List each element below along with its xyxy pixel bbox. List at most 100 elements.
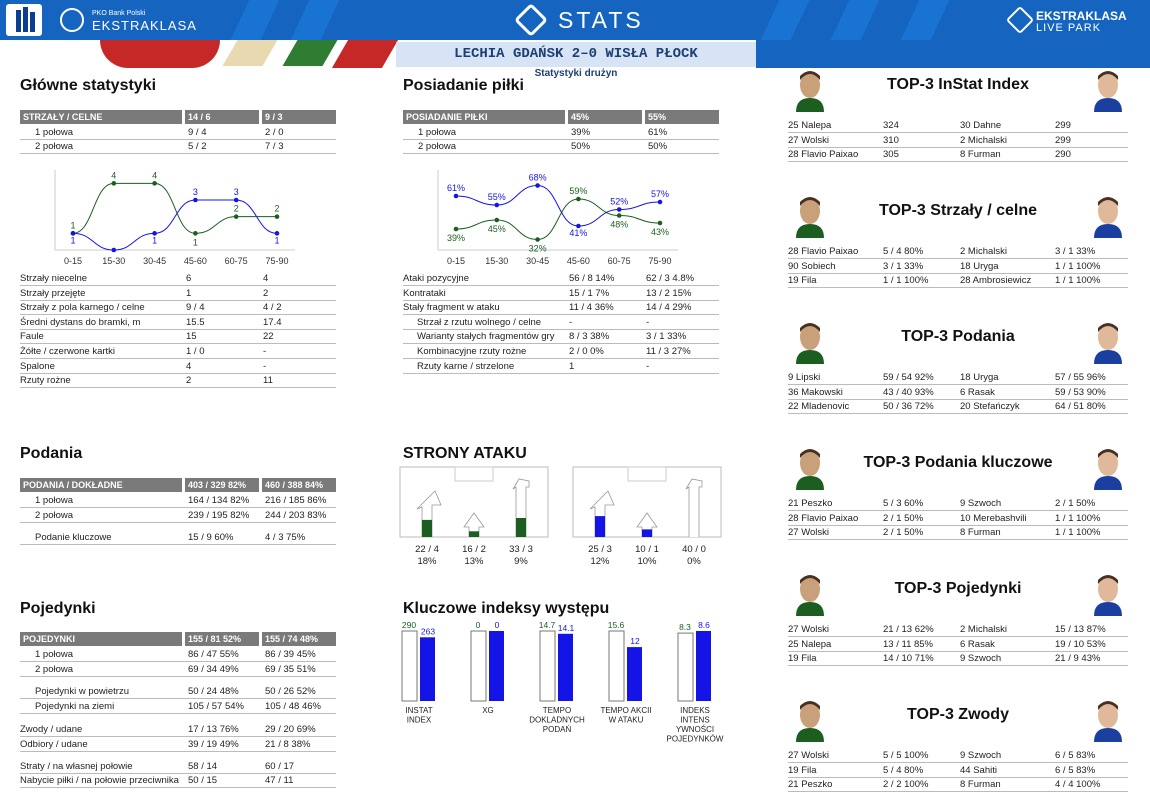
x-tick-label: 75-90 bbox=[648, 256, 671, 266]
home-player-name: 19 Fila bbox=[788, 764, 817, 776]
data-point bbox=[535, 237, 540, 242]
home-player-name: 27 Wolski bbox=[788, 134, 830, 146]
row-divider bbox=[20, 676, 336, 677]
index-label: XG bbox=[482, 706, 494, 715]
row-divider bbox=[403, 372, 719, 374]
home-index-value: 290 bbox=[402, 620, 416, 630]
home-value: 9 / 4 bbox=[186, 302, 205, 314]
data-label: 52% bbox=[610, 197, 628, 207]
data-label: 4 bbox=[111, 170, 116, 180]
home-player-name: 28 Flavio Paixao bbox=[788, 149, 859, 160]
shots-line-chart: 0-15 15-30 30-45 45-60 60-75 75-90 1 4 4 1 2 2 1 1 3 3 1 bbox=[54, 170, 295, 266]
home-value: 39% bbox=[571, 127, 591, 138]
index-label: W ATAKU bbox=[609, 716, 644, 725]
home-player-name: 27 Wolski bbox=[788, 527, 830, 538]
home-value: 6 bbox=[186, 273, 192, 284]
x-tick-label: 75-90 bbox=[265, 256, 288, 266]
away-player-value: 19 / 10 53% bbox=[1055, 638, 1106, 650]
away-value: 244 / 203 83% bbox=[265, 510, 327, 521]
index-label: INDEKS bbox=[680, 706, 710, 715]
home-player-value: 1 / 1 100% bbox=[883, 275, 929, 286]
index-label: POJEDYNKÓW bbox=[667, 735, 724, 744]
home-player-value: 59 / 54 92% bbox=[883, 372, 934, 383]
pko-logo-icon bbox=[6, 4, 42, 36]
data-point bbox=[193, 231, 198, 236]
stat-label: Stały fragment w ataku bbox=[403, 302, 500, 314]
away-player-value: 15 / 13 87% bbox=[1055, 624, 1106, 635]
home-player-value: 5 / 5 100% bbox=[883, 750, 929, 761]
index-label: DOKLADNYCH bbox=[529, 716, 585, 725]
attack-pct: 13% bbox=[464, 556, 484, 567]
away-value: 69 / 35 51% bbox=[265, 664, 316, 675]
attack-bar bbox=[422, 519, 432, 537]
row-divider bbox=[20, 751, 336, 752]
away-value: 13 / 2 15% bbox=[646, 287, 692, 299]
row-divider bbox=[20, 328, 336, 330]
x-tick-label: 60-75 bbox=[225, 256, 248, 266]
attack-value: 33 / 3 bbox=[509, 544, 533, 555]
attack-sides-diagram: 22 / 418% 16 / 213% 33 / 39% 25 / 312% 10 / … bbox=[399, 466, 722, 567]
table-header: PODANIA / DOKŁADNE bbox=[20, 478, 182, 492]
attack-pct: 9% bbox=[514, 556, 528, 567]
stat-label: Strzały przejęte bbox=[20, 287, 86, 299]
away-value: 61% bbox=[648, 127, 668, 138]
away-value: 3 / 1 33% bbox=[646, 331, 687, 343]
row-divider bbox=[403, 328, 719, 330]
away-player-name: 2 Michalski bbox=[960, 246, 1007, 257]
attack-value: 16 / 2 bbox=[462, 544, 486, 555]
home-value: 239 / 195 82% bbox=[188, 510, 250, 521]
attack-value: 22 / 4 bbox=[415, 544, 439, 555]
row-divider bbox=[20, 698, 336, 699]
stat-label: Żółte / czerwone kartki bbox=[20, 346, 116, 357]
away-player-value: 59 / 53 90% bbox=[1055, 386, 1106, 398]
table-header: POJEDYNKI bbox=[20, 632, 182, 646]
away-player-name: 20 Stefańczyk bbox=[960, 401, 1020, 412]
data-point bbox=[70, 231, 76, 236]
home-player-value: 13 / 11 85% bbox=[883, 638, 934, 650]
live-park-logo-icon bbox=[1005, 5, 1035, 35]
data-label: 57% bbox=[651, 189, 669, 199]
away-index-value: 14.1 bbox=[558, 623, 575, 633]
home-player-value: 21 / 13 62% bbox=[883, 624, 934, 635]
home-player-photo bbox=[792, 698, 828, 742]
league-name: EKSTRAKLASA bbox=[92, 18, 197, 33]
away-value: 216 / 185 86% bbox=[265, 495, 327, 506]
data-label: 1 bbox=[274, 235, 279, 245]
home-value: 2 bbox=[186, 375, 192, 387]
home-value: 1 / 0 bbox=[186, 346, 205, 357]
away-player-value: 21 / 9 43% bbox=[1055, 653, 1101, 664]
away-index-value: 12 bbox=[630, 636, 640, 646]
data-label: 68% bbox=[529, 173, 547, 183]
stat-label: Kontrataki bbox=[403, 287, 446, 299]
index-label: PODAŃ bbox=[543, 725, 572, 734]
away-index-bar bbox=[558, 633, 573, 701]
away-player-name: 9 Szwoch bbox=[960, 653, 1002, 664]
table-header: 14 / 6 bbox=[185, 110, 259, 124]
attack-bar bbox=[595, 516, 605, 537]
home-value: 50 / 15 bbox=[188, 775, 218, 786]
home-value: - bbox=[569, 316, 573, 328]
away-player-value: 1 / 1 100% bbox=[1055, 275, 1101, 286]
row-label: 2 połowa bbox=[418, 141, 457, 152]
attack-bar bbox=[469, 531, 479, 537]
home-index-value: 15.6 bbox=[608, 620, 625, 630]
away-player-name: 2 Michalski bbox=[960, 624, 1007, 635]
home-index-bar bbox=[608, 630, 625, 702]
row-divider bbox=[788, 287, 1128, 288]
data-point bbox=[152, 231, 157, 236]
index-label: INSTAT bbox=[405, 706, 432, 715]
home-index-bar bbox=[539, 630, 556, 702]
stat-label: Rzuty rożne bbox=[20, 375, 71, 387]
home-player-value: 305 bbox=[883, 149, 899, 160]
home-value: 8 / 3 38% bbox=[569, 331, 610, 343]
home-player-value: 2 / 1 50% bbox=[883, 512, 924, 524]
row-divider bbox=[20, 713, 336, 714]
attack-value: 40 / 0 bbox=[682, 544, 706, 555]
data-point bbox=[274, 214, 280, 219]
home-player-photo bbox=[792, 68, 828, 112]
top3-title: TOP-3 Zwody bbox=[907, 706, 1009, 723]
row-divider bbox=[788, 636, 1128, 637]
away-player-value: 4 / 4 100% bbox=[1055, 779, 1101, 790]
home-player-name: 21 Peszko bbox=[788, 498, 833, 509]
away-player-value: 1 / 1 100% bbox=[1055, 260, 1101, 272]
